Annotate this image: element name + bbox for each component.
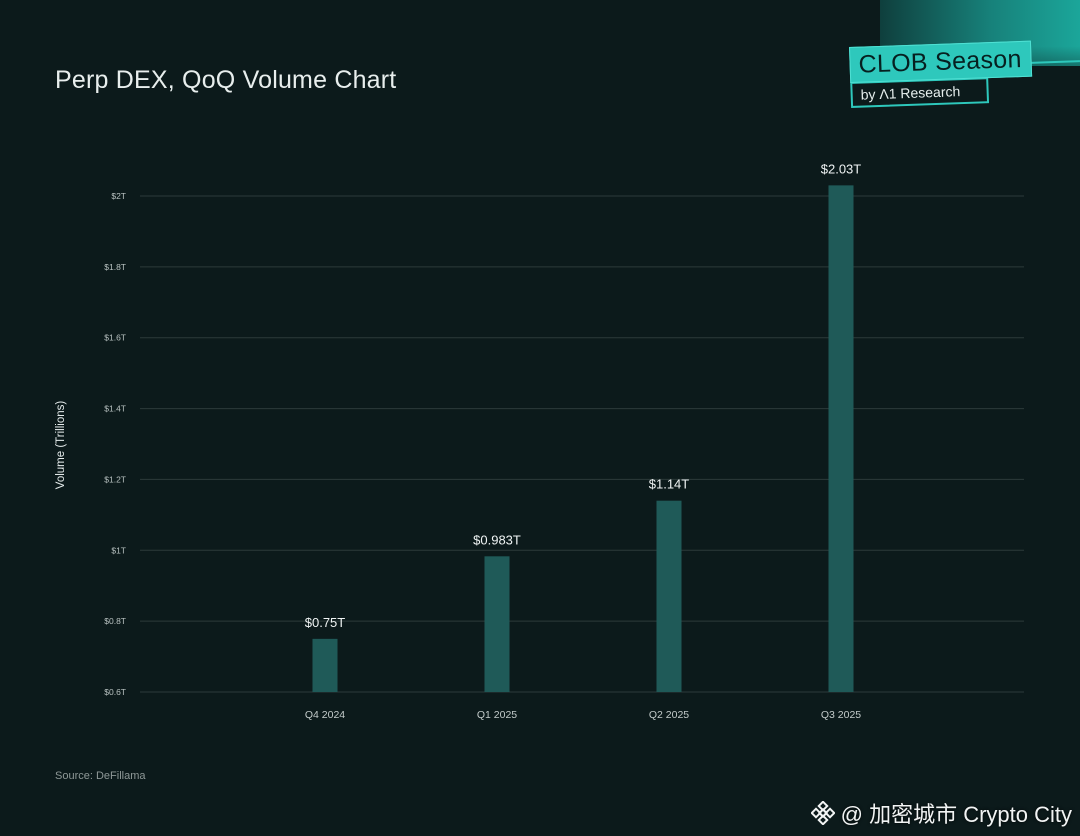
y-axis-label: Volume (Trillions) xyxy=(55,401,67,490)
y-tick-label: $2T xyxy=(111,191,126,201)
y-tick-label: $1.4T xyxy=(104,404,126,414)
data-label: $1.14T xyxy=(649,477,690,492)
bar xyxy=(484,556,510,692)
y-tick-label: $1.2T xyxy=(104,474,126,484)
bar xyxy=(656,500,682,692)
bar xyxy=(828,185,854,692)
x-tick-label: Q3 2025 xyxy=(821,709,861,721)
watermark-text: @ 加密城市 Crypto City xyxy=(840,802,1072,827)
volume-bar-chart: $0.6T $0.8T $1T $1.2T $1.4T $1.6T $1.8T $2T Volu… xyxy=(55,161,1024,721)
binance-diamond-icon xyxy=(810,801,835,825)
y-tick-label: $0.6T xyxy=(104,687,126,697)
x-tick-label: Q1 2025 xyxy=(477,709,517,721)
data-label: $0.983T xyxy=(473,532,521,547)
x-tick-label: Q2 2025 xyxy=(649,709,689,721)
source-note: Source: DeFillama xyxy=(55,770,146,782)
y-tick-label: $1.6T xyxy=(104,333,126,343)
x-tick-label: Q4 2024 xyxy=(305,709,345,721)
y-tick-label: $0.8T xyxy=(104,616,126,626)
page-title: Perp DEX, QoQ Volume Chart xyxy=(55,66,397,94)
y-tick-label: $1.8T xyxy=(104,262,126,272)
data-label: $2.03T xyxy=(821,161,862,176)
y-tick-label: $1T xyxy=(111,545,126,555)
bar xyxy=(312,638,338,692)
data-label: $0.75T xyxy=(305,615,346,630)
watermark: @ 加密城市 Crypto City xyxy=(810,797,1072,829)
